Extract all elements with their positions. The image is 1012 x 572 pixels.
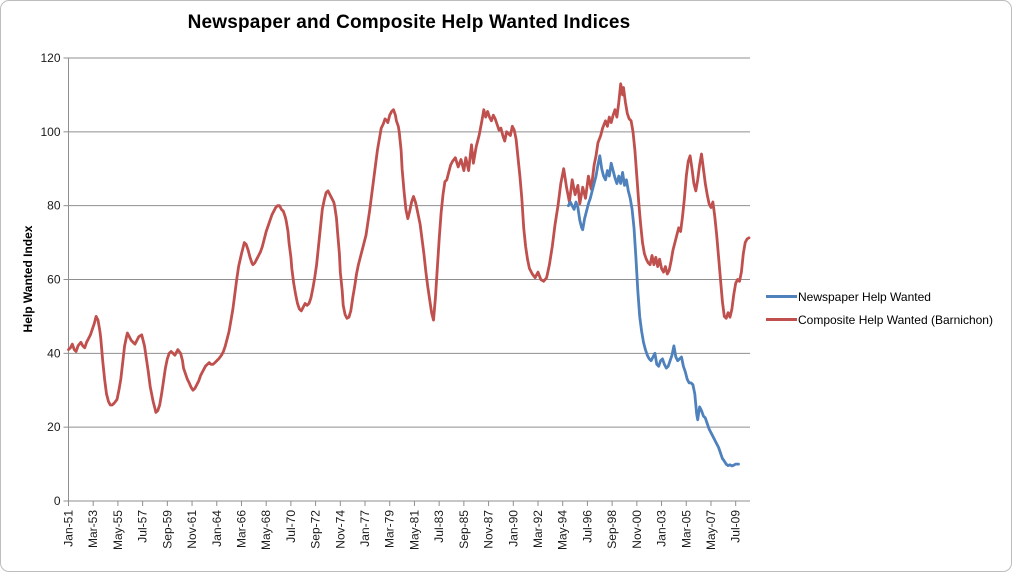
x-tick-label: Nov-61 bbox=[185, 510, 199, 549]
x-tick-label: Jan-64 bbox=[210, 510, 224, 547]
x-tick-label: Jul-09 bbox=[729, 510, 743, 543]
y-tick-label: 40 bbox=[47, 346, 61, 360]
legend: Newspaper Help Wanted Composite Help Wan… bbox=[766, 285, 993, 331]
y-tick-label: 80 bbox=[47, 199, 61, 213]
legend-label-composite: Composite Help Wanted (Barnichon) bbox=[798, 312, 993, 327]
legend-label-newspaper: Newspaper Help Wanted bbox=[798, 289, 931, 304]
x-tick-label: May-68 bbox=[259, 510, 273, 550]
legend-item-newspaper: Newspaper Help Wanted bbox=[766, 285, 993, 308]
x-tick-label: Jul-57 bbox=[136, 510, 150, 543]
x-tick-label: Jan-77 bbox=[358, 510, 372, 547]
x-tick-label: Mar-53 bbox=[86, 510, 100, 548]
x-tick-label: May-94 bbox=[556, 510, 570, 550]
legend-line-composite bbox=[766, 318, 797, 321]
x-tick-label: Nov-74 bbox=[333, 510, 347, 549]
x-tick-label: Sep-85 bbox=[457, 510, 471, 549]
x-tick-label: Jul-70 bbox=[284, 510, 298, 543]
x-tick-label: Jul-83 bbox=[432, 510, 446, 543]
chart-title: Newspaper and Composite Help Wanted Indi… bbox=[187, 12, 631, 33]
x-tick-label: Sep-59 bbox=[160, 510, 174, 549]
legend-line-newspaper bbox=[766, 295, 797, 298]
y-tick-label: 60 bbox=[47, 272, 61, 286]
x-tick-label: Nov-00 bbox=[630, 510, 644, 549]
series-line-newspaper bbox=[567, 154, 740, 468]
x-tick-label: Mar-66 bbox=[234, 510, 248, 548]
x-tick-label: Mar-92 bbox=[531, 510, 545, 548]
y-tick-label: 120 bbox=[40, 51, 60, 65]
x-tick-label: May-07 bbox=[704, 510, 718, 550]
x-tick-label: Sep-98 bbox=[605, 510, 619, 549]
legend-item-composite: Composite Help Wanted (Barnichon) bbox=[766, 308, 993, 331]
x-tick-label: Jan-51 bbox=[62, 510, 76, 547]
series-line-composite bbox=[67, 82, 751, 414]
y-tick-label: 100 bbox=[40, 125, 60, 139]
x-tick-label: Sep-72 bbox=[309, 510, 323, 549]
x-tick-label: Mar-79 bbox=[383, 510, 397, 548]
x-tick-label: Jan-90 bbox=[506, 510, 520, 547]
x-tick-label: Jul-96 bbox=[580, 510, 594, 543]
x-tick-label: Jan-03 bbox=[655, 510, 669, 547]
x-tick-label: Mar-05 bbox=[679, 510, 693, 548]
y-tick-label: 20 bbox=[47, 420, 61, 434]
x-tick-label: Nov-87 bbox=[482, 510, 496, 549]
x-tick-label: May-81 bbox=[407, 510, 421, 550]
y-tick-label: 0 bbox=[54, 494, 61, 508]
x-tick-label: May-55 bbox=[111, 510, 125, 550]
